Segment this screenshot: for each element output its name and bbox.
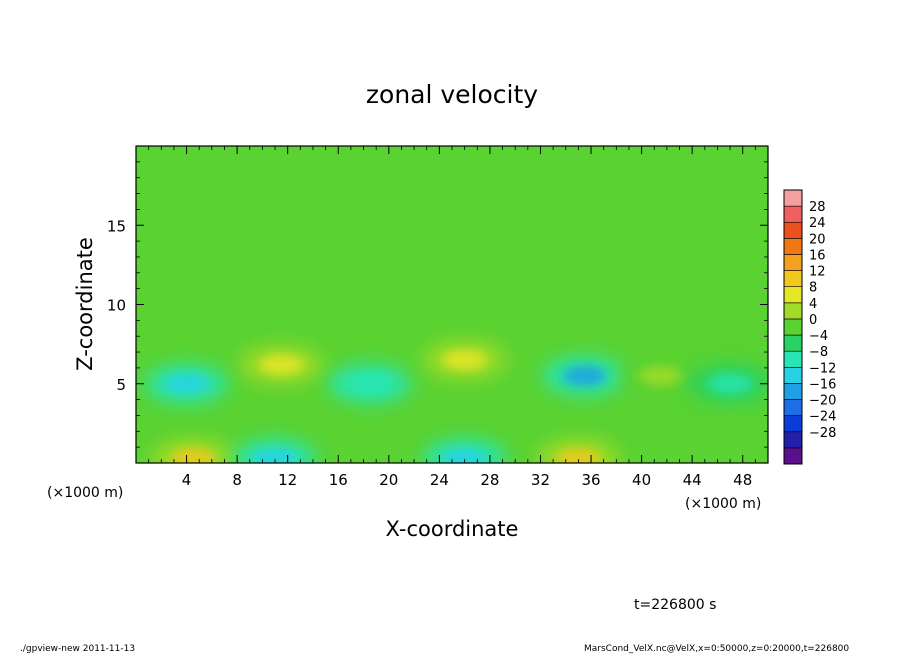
field-blob-core [170,448,215,463]
colorbar-label: 24 [809,216,826,231]
x-axis-ticks: 4 8 12 16 20 24 28 32 36 40 44 48 [148,146,756,489]
field-background [136,146,768,463]
colorbar-swatch [783,254,803,271]
colorbar-label: 8 [809,281,817,296]
field-blob-core [556,448,601,463]
colorbar-label: 0 [809,313,817,328]
colorbar-label: −20 [809,394,836,409]
x-tick-label: 28 [480,471,499,489]
colorbar-swatch [783,189,803,207]
x-tick-label: 36 [581,471,600,489]
colorbar-swatch [783,399,803,416]
colorbar-label: 4 [809,297,817,312]
colorbar-swatch [783,447,803,465]
colorbar-label: −16 [809,377,836,392]
colorbar-label: 28 [809,200,826,215]
y-tick-label: 10 [107,297,126,315]
field-features [144,339,768,463]
colorbar-swatch [783,383,803,400]
field-blob-core [164,373,209,394]
colorbar-swatch [783,334,803,352]
field-blob-core [259,354,304,375]
colorbar-swatch [783,270,803,288]
x-unit-left: (×1000 m) [47,485,123,501]
field-blob-core [708,373,753,394]
colorbar-label: −8 [809,345,828,360]
colorbar-swatch [783,238,803,255]
field-blob-core [347,373,392,394]
program-label: ./gpview-new 2011-11-13 [20,644,135,654]
field-blob-core [442,448,487,463]
x-tick-label: 32 [531,471,550,489]
y-axis-ticks: 5 10 15 [107,161,768,448]
field-blob-core [638,365,683,386]
colorbar-label: 20 [809,232,826,247]
colorbar-swatch [783,221,803,239]
colorbar-swatch [783,415,803,433]
y-tick-label: 5 [116,376,126,394]
field-blob-core [442,349,487,370]
x-tick-label: 4 [182,471,192,489]
colorbar-label: 16 [809,248,826,263]
x-unit-right: (×1000 m) [685,496,761,512]
x-tick-label: 8 [232,471,242,489]
colorbar-label: 12 [809,265,826,280]
x-axis-label: X-coordinate [386,517,519,541]
source-label: MarsCond_VelX.nc@VelX,x=0:50000,z=0:2000… [584,644,849,654]
x-tick-label: 16 [329,471,348,489]
field-blob-core [562,365,607,386]
colorbar-label: −4 [809,329,828,344]
colorbar-frame [783,189,803,465]
x-tick-label: 48 [733,471,752,489]
y-tick-label: 15 [107,217,126,235]
chart-title: zonal velocity [366,80,538,109]
colorbar-swatch [783,431,803,449]
colorbar-label: −12 [809,361,836,376]
time-label: t=226800 s [634,597,716,613]
colorbar-label: −24 [809,410,836,425]
colorbar-swatch [783,366,803,384]
x-tick-label: 40 [632,471,651,489]
y-axis-label: Z-coordinate [73,237,97,371]
colorbar-swatch [783,302,803,320]
field-blob-core [253,448,298,463]
x-tick-label: 24 [430,471,449,489]
x-tick-label: 12 [278,471,297,489]
colorbar-swatch [783,286,803,304]
x-tick-label: 44 [683,471,702,489]
colorbar-swatch [783,205,803,223]
colorbar-swatch [783,318,803,336]
colorbar-label: −28 [809,426,836,441]
colorbar-swatch [783,350,803,368]
x-tick-label: 20 [379,471,398,489]
